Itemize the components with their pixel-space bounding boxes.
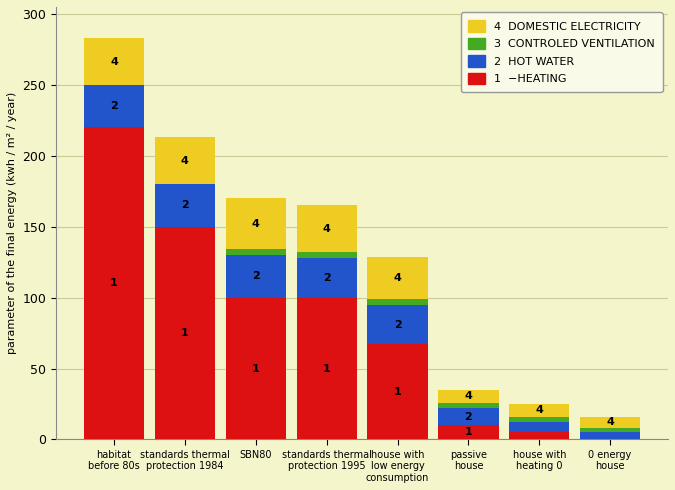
Text: 2: 2	[464, 412, 472, 422]
Bar	[84, 85, 144, 127]
Text: 4: 4	[323, 224, 331, 234]
Bar	[84, 127, 144, 440]
Bar	[367, 257, 428, 299]
Text: 2: 2	[181, 200, 189, 211]
Text: 4: 4	[181, 156, 189, 166]
Bar	[225, 249, 286, 255]
Bar	[509, 432, 570, 440]
Bar	[225, 198, 286, 249]
Bar	[580, 428, 641, 432]
Bar	[580, 417, 641, 428]
Bar	[438, 425, 499, 440]
Bar	[509, 404, 570, 417]
Bar	[367, 299, 428, 305]
Text: 4: 4	[464, 391, 472, 401]
Bar	[438, 390, 499, 403]
Text: 1: 1	[323, 364, 331, 373]
Bar	[296, 297, 357, 440]
Bar	[367, 305, 428, 344]
Bar	[367, 344, 428, 440]
Y-axis label: parameter of the final energy (kwh / m² / year): parameter of the final energy (kwh / m² …	[7, 92, 17, 354]
Bar	[438, 408, 499, 425]
Bar	[296, 252, 357, 258]
Bar	[509, 417, 570, 422]
Bar	[225, 297, 286, 440]
Text: 2: 2	[252, 271, 260, 281]
Bar	[155, 184, 215, 227]
Bar	[155, 227, 215, 440]
Text: 1: 1	[464, 427, 472, 438]
Text: 4: 4	[606, 417, 614, 427]
Text: 1: 1	[252, 364, 260, 373]
Text: 4: 4	[110, 56, 118, 67]
Text: 4: 4	[535, 405, 543, 416]
Text: 1: 1	[110, 278, 118, 289]
Bar	[296, 258, 357, 297]
Legend: 4  DOMESTIC ELECTRICITY, 3  CONTROLED VENTILATION, 2  HOT WATER, 1  −HEATING: 4 DOMESTIC ELECTRICITY, 3 CONTROLED VENT…	[460, 13, 662, 92]
Text: 2: 2	[110, 101, 118, 111]
Bar	[155, 137, 215, 184]
Text: 2: 2	[394, 319, 402, 330]
Text: 2: 2	[323, 273, 331, 283]
Bar	[225, 255, 286, 297]
Text: 4: 4	[252, 219, 260, 229]
Bar	[509, 422, 570, 432]
Bar	[296, 205, 357, 252]
Text: 1: 1	[394, 387, 402, 397]
Text: 1: 1	[181, 328, 189, 338]
Bar	[438, 403, 499, 408]
Bar	[580, 432, 641, 440]
Bar	[84, 38, 144, 85]
Text: 4: 4	[394, 273, 402, 283]
